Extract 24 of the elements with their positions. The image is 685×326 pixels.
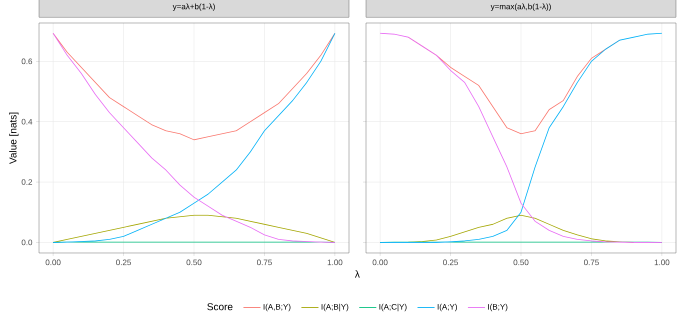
- y-axis-title: Value [nats]: [9, 112, 18, 164]
- legend-label: I(A;C|Y): [379, 304, 407, 312]
- x-tick-label: 1.00: [328, 260, 342, 266]
- legend-label: I(A,B;Y): [264, 304, 290, 312]
- x-tick-label: 0.75: [256, 260, 272, 266]
- x-tick-label: 0.50: [514, 260, 528, 266]
- legend-title: Score: [207, 303, 233, 310]
- x-tick-label: 0.00: [46, 260, 61, 266]
- x-tick-label: 0.25: [443, 260, 458, 266]
- legend-label: I(B;Y): [488, 304, 508, 312]
- y-tick-label: 0.2: [22, 179, 32, 185]
- x-tick-label: 0.00: [372, 260, 388, 266]
- y-tick-label: 0.4: [22, 118, 32, 125]
- chart-title: y=max(aλ,b(1-λ)): [490, 3, 551, 11]
- x-axis-title: λ: [354, 270, 360, 278]
- x-tick-label: 1.00: [654, 260, 670, 266]
- y-tick-label: 0.0: [22, 240, 32, 246]
- legend-label: I(A;Y): [438, 304, 457, 312]
- x-tick-label: 0.50: [186, 260, 202, 266]
- y-tick-label: 0.6: [22, 58, 32, 64]
- x-tick-label: 0.75: [584, 260, 599, 266]
- legend-label: I(A;B|Y): [322, 304, 348, 312]
- chart-title: y=aλ+b(1-λ): [172, 3, 215, 11]
- x-tick-label: 0.25: [116, 260, 131, 266]
